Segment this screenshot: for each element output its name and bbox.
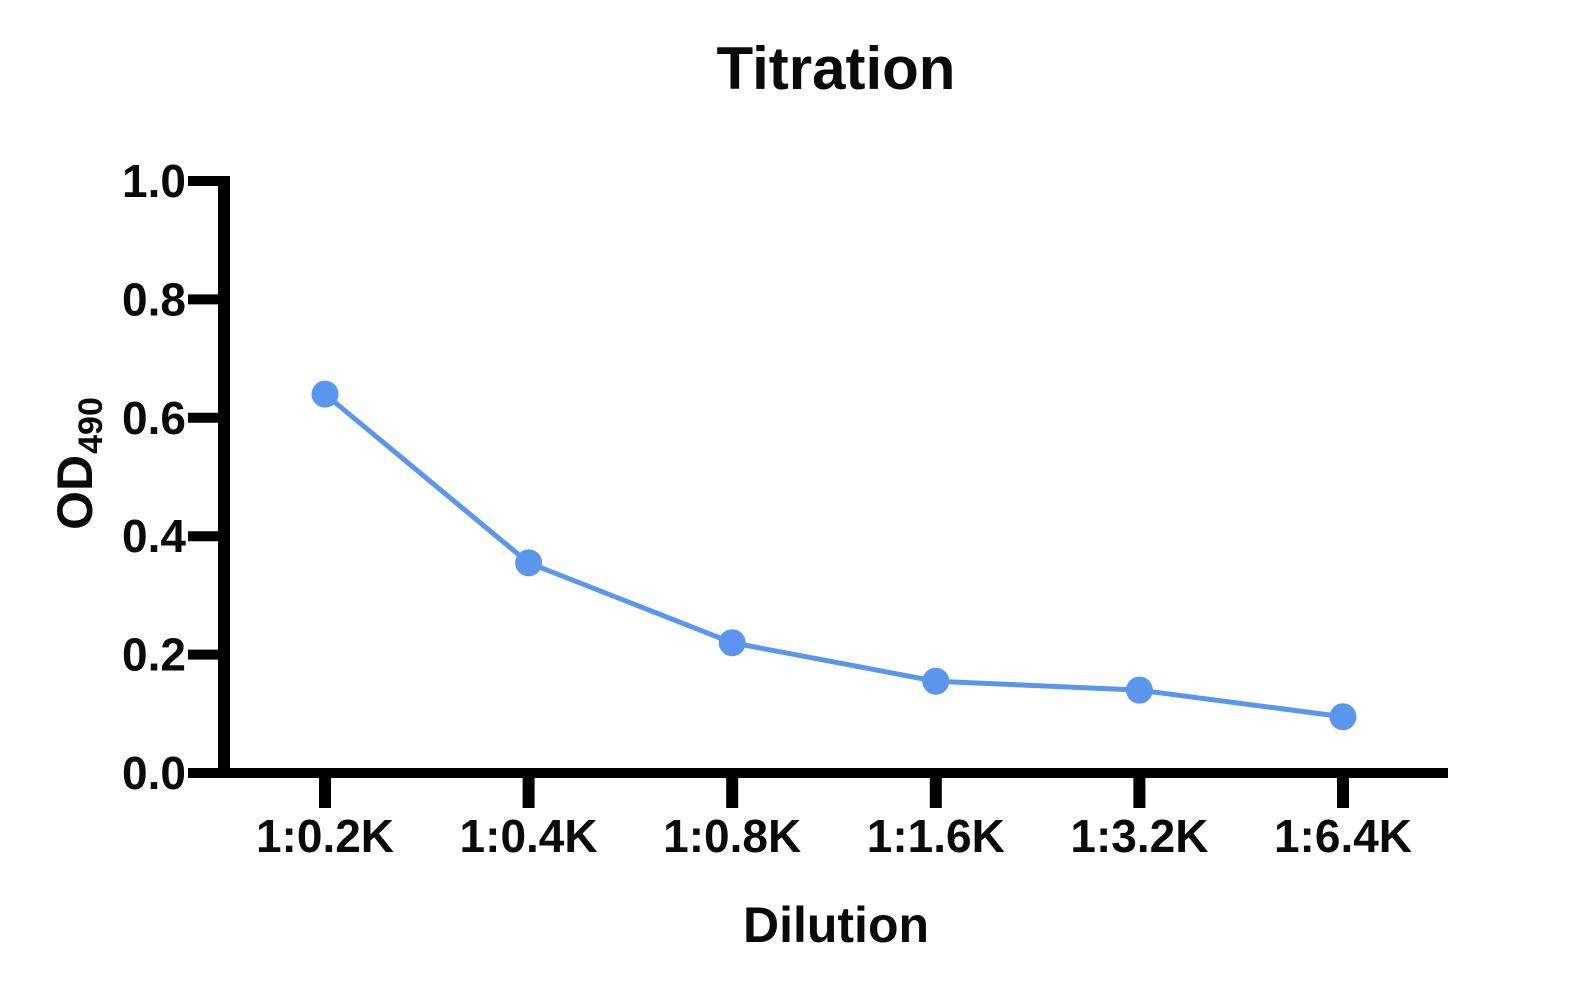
x-tick-label: 1:0.8K	[663, 810, 801, 862]
x-tick-label: 1:6.4K	[1274, 810, 1412, 862]
x-tick-label: 1:1.6K	[867, 810, 1005, 862]
y-tick-label: 0.6	[122, 392, 186, 444]
chart-title: Titration	[716, 35, 956, 102]
x-tick-label: 1:3.2K	[1070, 810, 1208, 862]
x-tick-label: 1:0.4K	[460, 810, 598, 862]
axes-group	[218, 176, 1448, 778]
x-axis-title: Dilution	[742, 897, 930, 953]
data-point-marker	[1125, 676, 1153, 704]
y-tick-label: 0.0	[122, 747, 186, 799]
data-point-marker	[718, 629, 746, 657]
series-line	[322, 391, 1346, 720]
tick-labels-group: 0.0 0.2 0.4 0.6 0.8 1.0 1:0.2K 1:0.4K 1:0.8K 1:1.…	[122, 155, 1412, 862]
y-tick-label: 0.8	[122, 273, 186, 325]
data-point-marker	[311, 380, 339, 408]
x-tick-label: 1:0.2K	[256, 810, 394, 862]
ticks-group	[188, 176, 1349, 808]
y-tick-label: 0.4	[122, 510, 186, 562]
data-point-marker	[1329, 703, 1357, 731]
y-tick-label: 1.0	[122, 155, 186, 207]
data-point-marker	[515, 549, 543, 577]
data-point-marker	[922, 667, 950, 695]
series-group	[311, 380, 1357, 731]
y-tick-label: 0.2	[122, 629, 186, 681]
